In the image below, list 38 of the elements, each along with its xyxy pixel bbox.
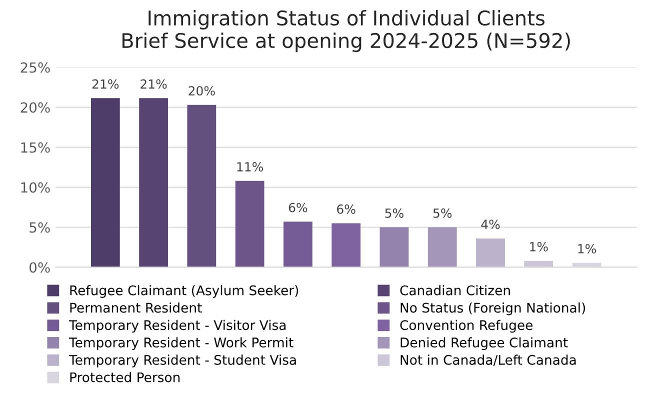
y-tick-label: 0% [30,262,50,273]
bar [380,227,409,268]
legend-label: Temporary Resident - Visitor Visa [68,320,286,333]
bar [139,98,168,268]
legend-label: Denied Refugee Claimant [400,337,568,350]
bar [235,180,264,268]
legend-label: Protected Person [70,372,180,382]
y-tick-label: 20% [20,102,50,113]
data-label: 6% [337,204,356,214]
data-label: 1% [578,244,596,254]
chart-title: Immigration Status of Individual Clients Brief Service at opening 2024-2025 (N=592) [122,10,570,52]
legend-label: Permanent Resident [70,302,202,313]
data-label: 11% [237,162,264,172]
legend-label: No Status (Foreign National) [400,302,586,316]
y-tick-label: 25% [20,62,50,73]
data-label: 21% [92,79,119,89]
legend-label: Refugee Claimant (Asylum Seeker) [70,285,298,298]
y-tick-label: 15% [21,142,50,153]
y-tick-label: 10% [21,182,50,193]
legend-label: Not in Canada/Left Canada [400,354,576,366]
bar [428,227,457,268]
data-label: 6% [288,202,308,212]
bar [332,223,361,268]
y-tick-label: 5% [30,222,50,233]
data-label: 1% [530,242,548,252]
data-label: 4% [481,220,500,230]
legend-label: Canadian Citizen [400,285,510,296]
data-label: 5% [433,208,452,218]
data-label: 21% [140,79,167,89]
bar [90,98,120,268]
bar [284,222,312,268]
legend-label: Convention Refugee [400,320,532,333]
bar [187,104,216,268]
legend-label: Temporary Resident - Student Visa [68,354,296,368]
legend-label: Temporary Resident - Work Permit [68,337,294,350]
data-label: 5% [385,208,404,218]
data-label: 20% [188,86,215,96]
bar [476,238,505,268]
